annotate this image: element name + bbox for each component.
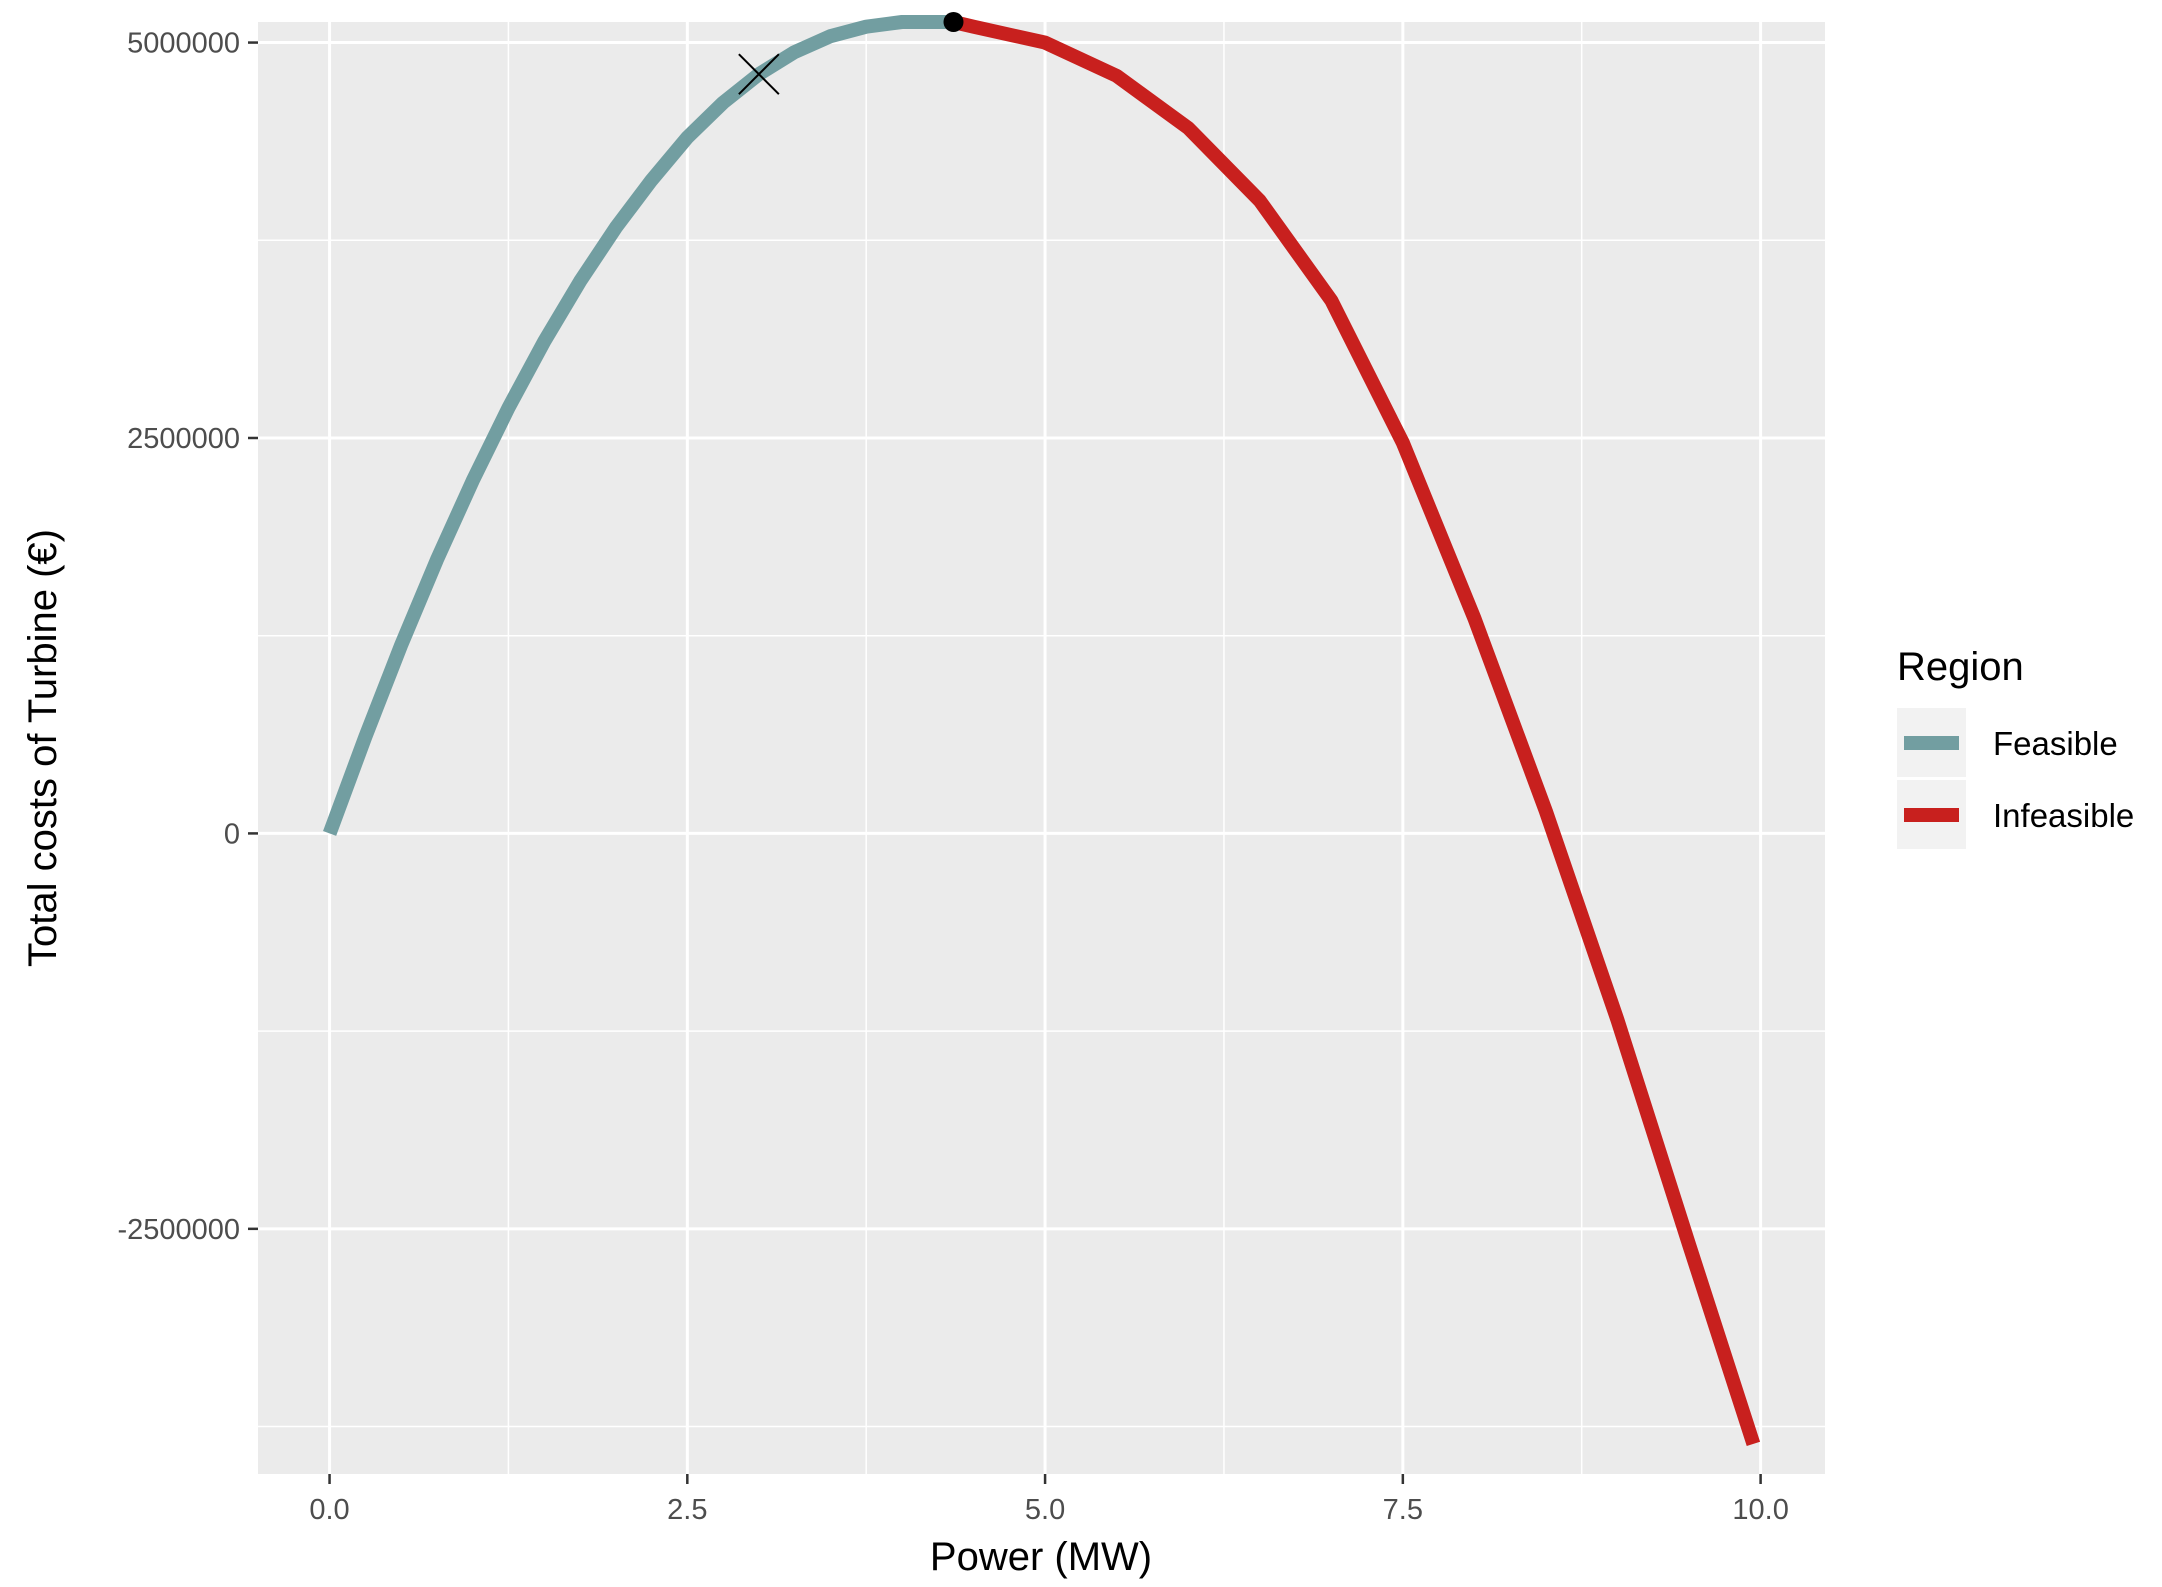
x-tick-label: 5.0 [1025, 1494, 1065, 1526]
y-tick-label: -2500000 [117, 1214, 240, 1246]
point-marker [943, 12, 964, 32]
y-axis-ticks: -2500000 0 2500000 5000000 [117, 28, 258, 1246]
legend-label-feasible: Feasible [1993, 725, 2118, 762]
series-line-feasible [323, 15, 954, 836]
y-tick-label: 2500000 [127, 423, 240, 455]
x-tick-label: 7.5 [1383, 1494, 1423, 1526]
plot-panel [258, 22, 1825, 1474]
x-axis-title: Power (MW) [930, 1535, 1152, 1579]
series-layer [323, 15, 1761, 1447]
legend-title: Region [1897, 645, 2024, 689]
cross-marker [738, 53, 780, 95]
y-tick-label: 0 [224, 818, 240, 850]
marker-layer [738, 12, 964, 95]
y-tick-label: 5000000 [127, 28, 240, 60]
legend-label-infeasible: Infeasible [1993, 797, 2134, 834]
grid-major [258, 22, 1825, 1474]
legend: Region Feasible Infeasible [1897, 645, 2134, 849]
x-tick-label: 2.5 [667, 1494, 707, 1526]
cross-marker-stroke-b [738, 53, 780, 95]
series-line-infeasible [951, 15, 1761, 1447]
x-axis-ticks: 0.0 2.5 5.0 7.5 10.0 [309, 1474, 1789, 1526]
y-axis-title: Total costs of Turbine (€) [21, 529, 65, 967]
x-tick-label: 10.0 [1732, 1494, 1788, 1526]
x-tick-label: 0.0 [309, 1494, 349, 1526]
grid-minor [258, 22, 1825, 1474]
